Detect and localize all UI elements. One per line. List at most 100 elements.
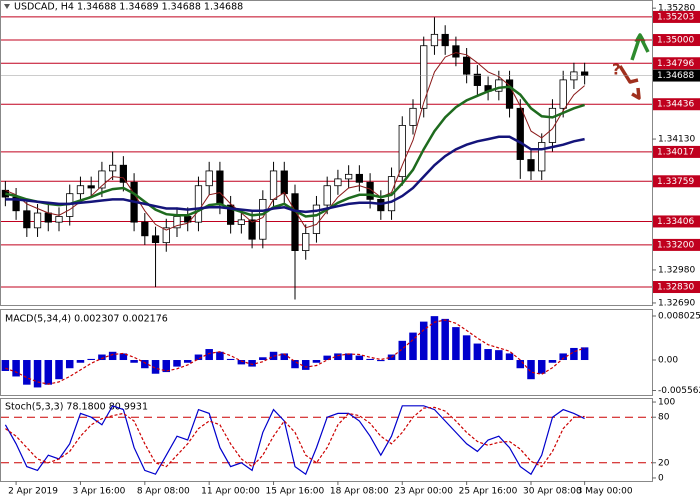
annotation: ? — [612, 61, 621, 79]
candle-body — [194, 185, 203, 223]
candle-body — [280, 170, 288, 195]
stoch-k — [4, 405, 585, 476]
level-label: 1.35000 — [657, 36, 694, 46]
candle-body — [548, 107, 557, 143]
x-tick-label: 25 Apr 16:00 — [459, 487, 518, 497]
macd-title: MACD(5,34,4) 0.002307 0.002176 — [5, 314, 168, 325]
stoch-tick-label: 80 — [658, 413, 670, 423]
macd-bar — [216, 351, 224, 361]
macd-bar — [452, 327, 460, 361]
macd-bar — [473, 343, 482, 361]
macd-bar — [419, 321, 428, 361]
macd-bar — [441, 318, 449, 361]
macd-bar — [55, 360, 63, 380]
macd-bar — [108, 351, 117, 361]
macd-signal — [5, 319, 585, 385]
y-tick-label: 1.35280 — [658, 4, 695, 14]
macd-bar — [559, 353, 567, 361]
macd-bar — [173, 360, 181, 367]
candle-body — [334, 178, 342, 187]
candle-body — [473, 73, 481, 86]
symbol-icon — [4, 4, 10, 9]
candle-body — [119, 164, 127, 183]
stoch-d — [5, 406, 585, 468]
level-label-box — [653, 10, 700, 23]
candle-body — [345, 173, 353, 180]
macd-bar — [548, 360, 557, 363]
candle-body — [398, 124, 406, 178]
macd-bar — [205, 349, 213, 361]
candle-body — [87, 185, 95, 189]
candle-body — [237, 219, 245, 225]
candle-body — [323, 185, 331, 206]
macd-bar — [248, 360, 256, 367]
candle-body — [151, 235, 160, 244]
level-label-box — [653, 98, 700, 111]
down-arrow — [618, 65, 641, 100]
level-label: 1.34796 — [657, 59, 694, 69]
macd-bar — [580, 347, 589, 361]
main-panel — [0, 0, 653, 306]
candle-body — [420, 45, 428, 109]
macd-bar — [570, 347, 578, 361]
candle-body — [291, 193, 299, 251]
x-tick-label: 8 Apr 08:00 — [137, 487, 190, 497]
candle-body — [312, 204, 321, 234]
x-tick-label: 11 Apr 00:00 — [201, 487, 260, 497]
macd-bar — [280, 353, 289, 361]
candle-body — [463, 56, 471, 75]
stoch-tick-label: 0 — [658, 473, 664, 483]
level-label-box — [653, 34, 700, 47]
candle-body — [55, 216, 63, 223]
stoch-tick-label: 100 — [658, 398, 675, 408]
level-label-box — [653, 145, 700, 158]
x-tick-label: 30 Apr 08:00 — [523, 487, 582, 497]
macd-bar — [119, 353, 128, 361]
candle-body — [581, 71, 589, 76]
candle-body — [259, 198, 267, 240]
last-price-box — [653, 69, 700, 82]
level-label-box — [653, 57, 700, 70]
macd-bar — [237, 360, 246, 365]
macd-bar — [183, 360, 192, 363]
macd-bar — [226, 358, 235, 361]
macd-tick-label: 0.008025 — [658, 312, 700, 322]
macd-bar — [355, 355, 364, 361]
y-tick-label: 1.34130 — [658, 135, 695, 145]
candle-body — [248, 219, 256, 240]
macd-bar — [430, 316, 439, 361]
candle-body — [44, 212, 52, 223]
macd-bar — [76, 360, 85, 363]
macd-bar — [259, 357, 267, 361]
level-label: 1.34017 — [657, 147, 694, 157]
x-tick-label: 2 Apr 2019 — [8, 487, 58, 497]
x-tick-label: 15 Apr 16:00 — [266, 487, 325, 497]
level-label-box — [653, 238, 700, 251]
candle-body — [570, 71, 578, 81]
y-tick-label: 1.32690 — [658, 298, 695, 308]
macd-bar — [65, 360, 74, 369]
candle-body — [452, 45, 460, 58]
macd-bar — [130, 360, 138, 363]
candle-body — [302, 233, 310, 251]
macd-bar — [98, 354, 106, 361]
macd-bar — [301, 360, 310, 370]
level-label-box — [653, 215, 700, 228]
macd-bar — [409, 332, 417, 361]
candle-body — [205, 170, 213, 187]
macd-bar — [141, 360, 149, 369]
macd-bar — [1, 360, 10, 371]
candle-body — [355, 173, 363, 183]
candle-body — [109, 164, 117, 172]
moving-average — [5, 135, 585, 214]
macd-tick-label: -0.005562 — [658, 386, 700, 396]
macd-tick-label: 0.00 — [658, 356, 678, 366]
macd-bar — [398, 340, 407, 361]
candle-body — [216, 170, 224, 206]
macd-bar — [377, 360, 385, 362]
candle-body — [23, 210, 31, 229]
stoch-title: Stoch(5,3,3) 78.1800 80.9931 — [5, 402, 148, 413]
candle-body — [76, 185, 85, 195]
macd-bar — [162, 360, 171, 373]
level-label: 1.32830 — [657, 283, 694, 293]
